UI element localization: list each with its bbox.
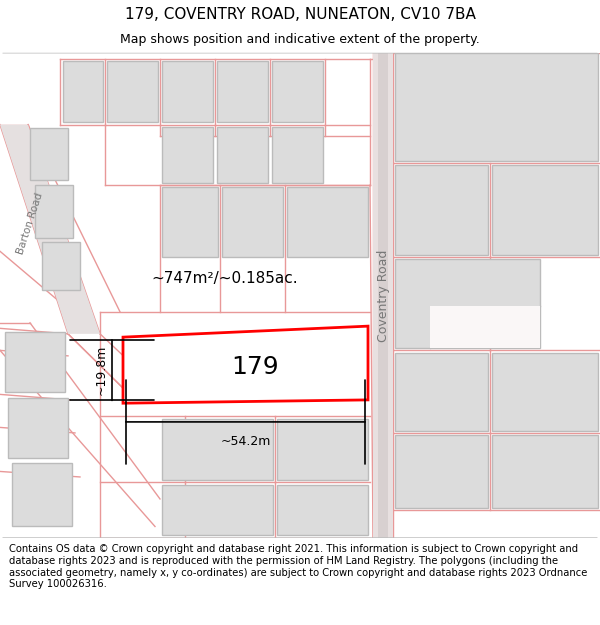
Polygon shape [123,326,368,403]
Polygon shape [272,127,323,183]
Polygon shape [30,128,68,180]
Polygon shape [378,53,388,538]
Polygon shape [492,352,598,431]
Polygon shape [162,188,218,257]
Polygon shape [222,188,283,257]
Polygon shape [395,53,598,161]
Text: Contains OS data © Crown copyright and database right 2021. This information is : Contains OS data © Crown copyright and d… [9,544,587,589]
Polygon shape [8,398,68,458]
Polygon shape [0,124,100,334]
Text: 179: 179 [231,355,279,379]
Polygon shape [373,53,393,538]
Polygon shape [63,61,103,122]
Polygon shape [430,306,540,348]
Polygon shape [217,61,268,122]
Polygon shape [492,435,598,508]
Polygon shape [107,61,158,122]
Polygon shape [395,352,488,431]
Polygon shape [42,242,80,290]
Polygon shape [395,166,488,254]
Text: Map shows position and indicative extent of the property.: Map shows position and indicative extent… [120,33,480,46]
Polygon shape [277,484,368,535]
Polygon shape [395,435,488,508]
Text: ~747m²/~0.185ac.: ~747m²/~0.185ac. [152,271,298,286]
Polygon shape [287,188,368,257]
Text: 179, COVENTRY ROAD, NUNEATON, CV10 7BA: 179, COVENTRY ROAD, NUNEATON, CV10 7BA [125,8,475,22]
Text: Barton Road: Barton Road [16,192,44,256]
Polygon shape [12,462,72,526]
Polygon shape [162,419,273,480]
Polygon shape [277,419,368,480]
Polygon shape [492,166,598,254]
Polygon shape [272,61,323,122]
Polygon shape [5,332,65,392]
Text: ~54.2m: ~54.2m [220,435,271,448]
Text: ~19.8m: ~19.8m [95,345,108,396]
Polygon shape [162,484,273,535]
Polygon shape [162,127,213,183]
Polygon shape [217,127,268,183]
Text: Coventry Road: Coventry Road [377,249,389,341]
Polygon shape [395,259,540,348]
Polygon shape [35,185,73,238]
Polygon shape [162,61,213,122]
